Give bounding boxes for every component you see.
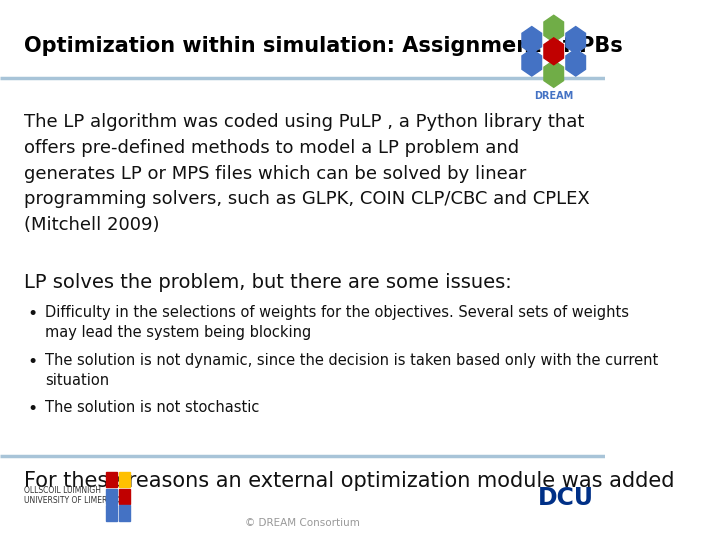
Bar — [106, 489, 117, 504]
Text: •: • — [27, 353, 37, 370]
Text: The LP algorithm was coded using PuLP , a Python library that
offers pre-defined: The LP algorithm was coded using PuLP , … — [24, 113, 590, 234]
Text: Difficulty in the selections of weights for the objectives. Several sets of weig: Difficulty in the selections of weights … — [45, 305, 629, 341]
Polygon shape — [544, 15, 564, 42]
Polygon shape — [566, 26, 585, 53]
Bar — [106, 472, 117, 487]
Text: DREAM: DREAM — [534, 91, 573, 100]
Text: © DREAM Consortium: © DREAM Consortium — [245, 518, 360, 528]
Text: •: • — [27, 400, 37, 418]
Polygon shape — [544, 38, 564, 65]
Text: •: • — [27, 305, 37, 323]
Text: The solution is not stochastic: The solution is not stochastic — [45, 400, 260, 415]
Text: The solution is not dynamic, since the decision is taken based only with the cur: The solution is not dynamic, since the d… — [45, 353, 659, 388]
Polygon shape — [522, 26, 541, 53]
Polygon shape — [544, 60, 564, 87]
Bar — [119, 505, 130, 521]
Text: DCU: DCU — [538, 487, 594, 510]
Text: OLLSCOIL LUIMNIGH
UNIVERSITY OF LIMERICK: OLLSCOIL LUIMNIGH UNIVERSITY OF LIMERICK — [24, 486, 120, 505]
Bar — [119, 472, 130, 487]
Polygon shape — [566, 49, 585, 76]
Text: For these reasons an external optimization module was added: For these reasons an external optimizati… — [24, 471, 675, 491]
Bar — [106, 505, 117, 521]
Text: Optimization within simulation: Assignment of PBs: Optimization within simulation: Assignme… — [24, 36, 623, 56]
Text: LP solves the problem, but there are some issues:: LP solves the problem, but there are som… — [24, 273, 512, 292]
Polygon shape — [522, 49, 541, 76]
Bar — [119, 489, 130, 504]
